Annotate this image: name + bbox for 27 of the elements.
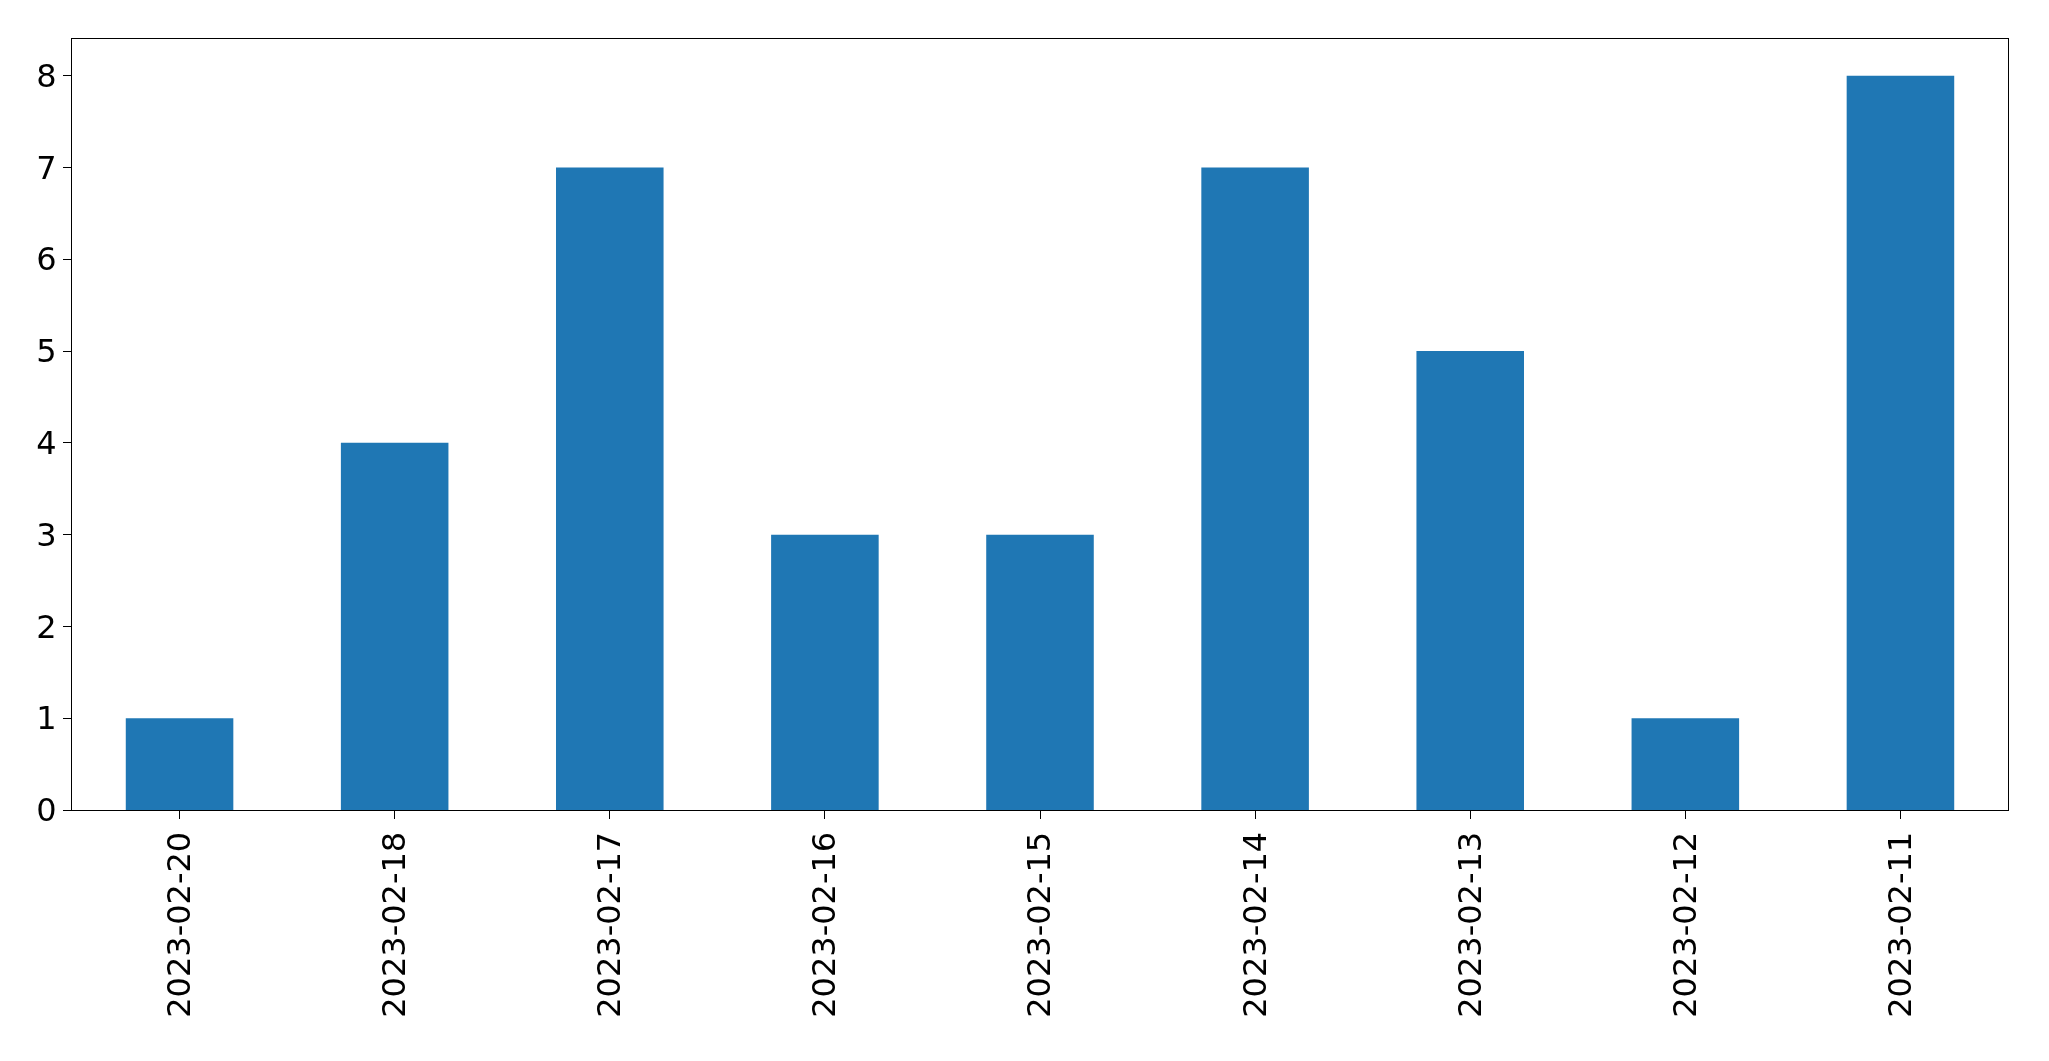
x-tick-label: 2023-02-12 xyxy=(1665,831,1704,1018)
bar xyxy=(771,534,879,810)
y-tick-label: 6 xyxy=(36,240,57,279)
x-tick-label: 2023-02-11 xyxy=(1880,831,1919,1018)
y-tick-label: 5 xyxy=(36,332,57,371)
y-tick-label: 3 xyxy=(36,515,57,554)
y-tick-label: 8 xyxy=(36,56,57,95)
x-tick-label: 2023-02-17 xyxy=(590,831,629,1018)
bar xyxy=(556,167,664,810)
bar xyxy=(1846,75,1955,810)
y-tick-label: 1 xyxy=(36,699,57,738)
bar xyxy=(986,534,1094,810)
bar xyxy=(1201,167,1309,810)
bar xyxy=(1416,351,1524,810)
y-tick-label: 2 xyxy=(36,607,57,646)
x-tick-label: 2023-02-13 xyxy=(1450,831,1489,1018)
y-tick-label: 7 xyxy=(36,148,57,187)
bar xyxy=(1631,718,1740,810)
bar xyxy=(340,442,449,810)
y-tick-label: 4 xyxy=(36,424,57,463)
bar xyxy=(125,718,234,810)
x-tick-label: 2023-02-20 xyxy=(159,831,198,1018)
y-tick-label: 0 xyxy=(36,791,57,830)
x-tick-label: 2023-02-14 xyxy=(1235,831,1274,1018)
x-tick-label: 2023-02-18 xyxy=(375,831,414,1018)
x-tick-label: 2023-02-15 xyxy=(1020,831,1059,1018)
x-tick-label: 2023-02-16 xyxy=(805,831,844,1018)
